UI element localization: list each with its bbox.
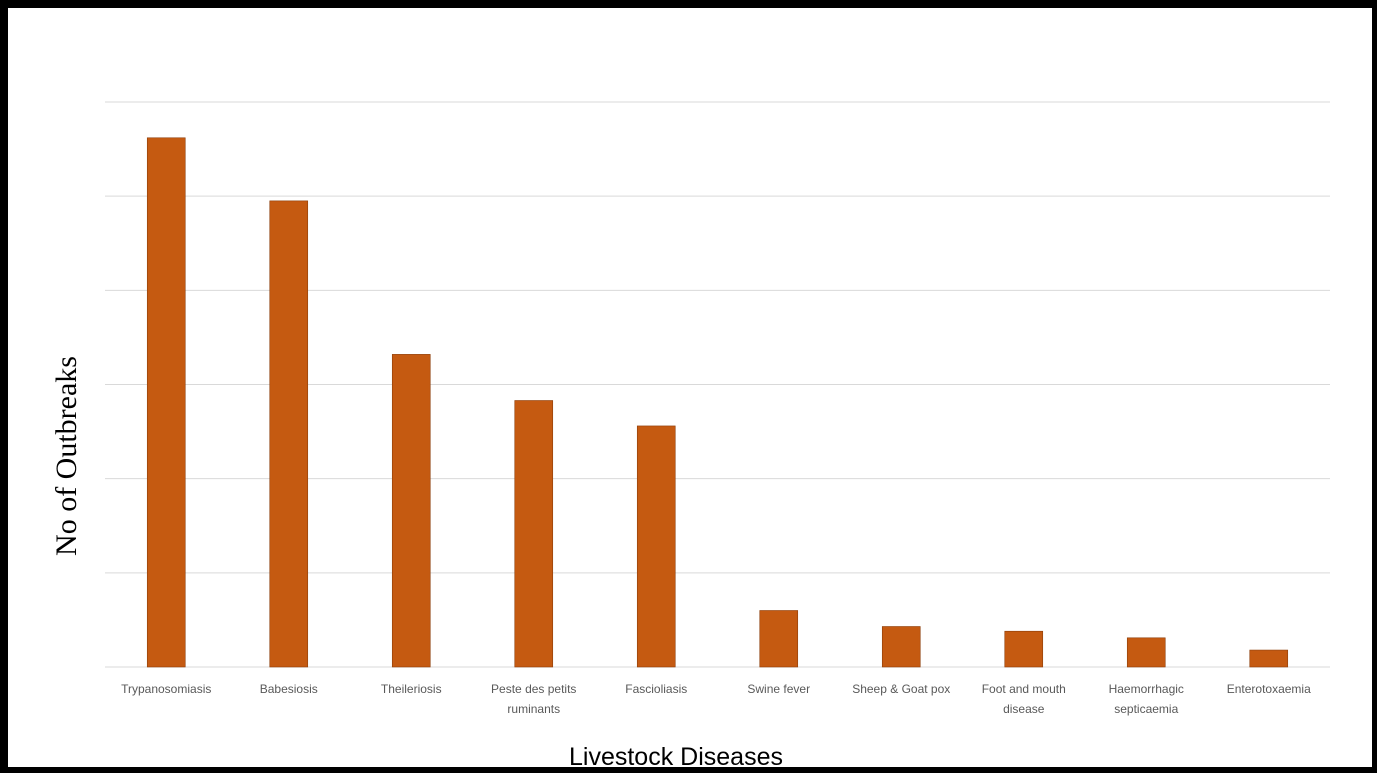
x-tick-label-4-line-1: Peste des petits [491,682,576,696]
bar-10 [1249,649,1289,668]
x-tick-label-8-line-2: disease [1003,702,1045,716]
x-tick-label-2: Babesiosis [260,682,318,696]
bar-9 [1126,637,1166,668]
y-axis-label: No of Outbreaks [50,356,83,556]
x-tick-label-10: Enterotoxaemia [1227,682,1311,696]
x-tick-labels: Trypanosomiasis Babesiosis Theileriosis Pes… [121,682,1311,716]
x-tick-label-1: Trypanosomiasis [121,682,211,696]
bar-4 [514,400,554,668]
x-tick-label-3: Theileriosis [381,682,442,696]
bar-3 [391,354,431,668]
x-axis-label: Livestock Diseases [569,743,783,771]
bars [146,137,1289,668]
x-tick-label-5: Fascioliasis [625,682,687,696]
bar-5 [636,425,676,668]
gridlines [105,101,1330,668]
x-tick-label-8-line-1: Foot and mouth [982,682,1066,696]
x-tick-label-9-line-2: septicaemia [1114,702,1178,716]
bar-1 [146,137,186,668]
bar-6 [759,610,799,668]
x-tick-label-4-line-2: ruminants [507,702,560,716]
bar-chart: Trypanosomiasis Babesiosis Theileriosis Pes… [50,101,1330,771]
x-tick-label-7: Sheep & Goat pox [852,682,950,696]
bar-7 [881,626,921,668]
x-tick-label-9-line-1: Haemorrhagic [1109,682,1184,696]
bar-8 [1004,630,1044,668]
bar-2 [269,200,309,668]
x-tick-label-6: Swine fever [747,682,810,696]
